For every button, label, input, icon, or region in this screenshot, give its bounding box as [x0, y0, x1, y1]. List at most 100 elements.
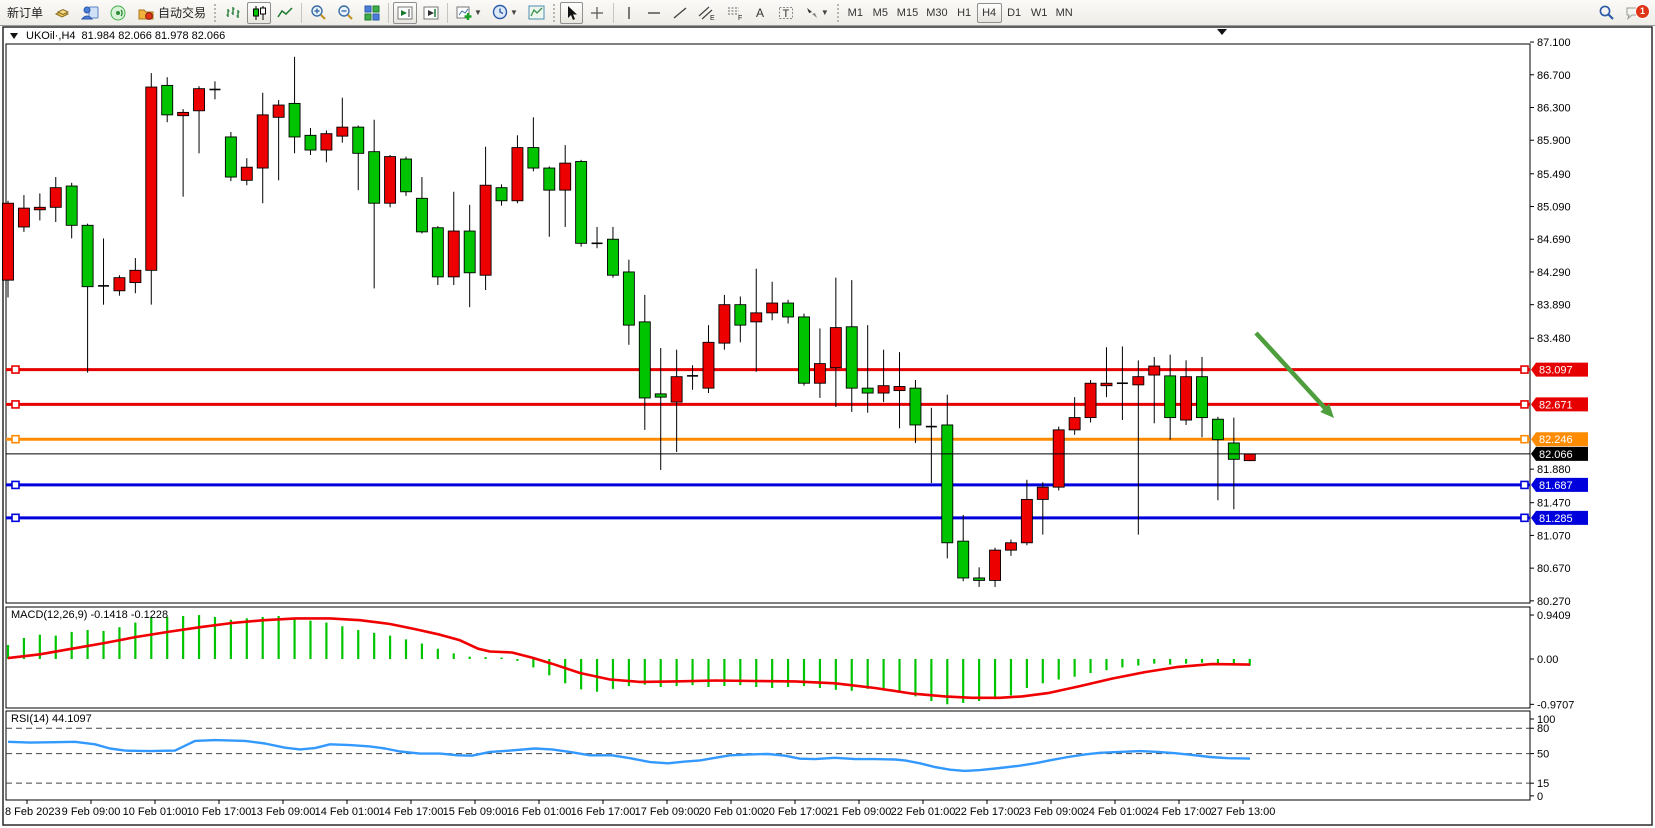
deposit-icon[interactable] — [49, 2, 75, 24]
time-label: 21 Feb 09:00 — [827, 806, 892, 818]
tile-windows-icon — [364, 5, 380, 20]
timeframe-m5-button[interactable]: M5 — [872, 6, 888, 19]
periods-button[interactable]: ▼ — [488, 2, 522, 24]
price-pane[interactable] — [5, 43, 1531, 604]
svg-text:86.300: 86.300 — [1537, 102, 1571, 114]
svg-text:81.070: 81.070 — [1537, 530, 1571, 542]
auto-scroll-button[interactable] — [419, 2, 443, 24]
fibonacci-button[interactable]: F — [722, 2, 748, 24]
one-click-trading-toggle-icon[interactable] — [10, 33, 18, 39]
crosshair-button[interactable] — [585, 2, 609, 24]
vertical-line-icon — [628, 6, 630, 19]
text-button[interactable]: A — [750, 2, 772, 24]
timeframe-m15-button[interactable]: M15 — [896, 6, 919, 19]
timeframe-d1-button[interactable]: D1 — [1007, 6, 1022, 19]
text-label-button[interactable]: T — [774, 2, 798, 24]
toolbar-drag-handle[interactable] — [213, 2, 219, 23]
time-label: 23 Feb 09:00 — [1019, 806, 1084, 818]
svg-text:81.687: 81.687 — [1539, 480, 1573, 492]
svg-text:0.00: 0.00 — [1537, 654, 1558, 666]
vertical-line-button[interactable] — [618, 2, 640, 24]
timeframe-w1-button[interactable]: W1 — [1030, 6, 1048, 19]
channel-icon: E — [698, 6, 715, 21]
hline-handle[interactable] — [11, 400, 20, 409]
chart-shift-marker-icon[interactable] — [1217, 29, 1227, 35]
rsi-indicator-label: RSI(14) 44.1097 — [11, 713, 92, 725]
tile-windows-button[interactable] — [360, 2, 384, 24]
signals-button[interactable] — [105, 2, 131, 24]
search-icon — [1599, 5, 1614, 20]
horizontal-line-button[interactable] — [642, 2, 666, 24]
svg-text:80.270: 80.270 — [1537, 596, 1571, 608]
svg-text:80: 80 — [1537, 723, 1549, 735]
svg-text:A: A — [756, 6, 764, 20]
time-label: 22 Feb 17:00 — [955, 806, 1020, 818]
hline-handle[interactable] — [1520, 434, 1529, 444]
hline-handle[interactable] — [1520, 513, 1529, 523]
chart-shift-icon — [397, 6, 413, 19]
line-chart-button[interactable] — [273, 2, 297, 24]
down-arrow-head[interactable] — [1320, 403, 1334, 418]
new-order-button[interactable]: 新订单 — [7, 6, 44, 20]
equidistant-channel-button[interactable]: E — [694, 2, 720, 24]
time-axis[interactable]: 8 Feb 2023 9 Feb 09:00 10 Feb 01:00 10 Feb … — [5, 800, 1275, 818]
timeframe-mn-button[interactable]: MN — [1055, 6, 1073, 19]
main-toolbar: 新订单 自动交易 — [0, 0, 1655, 26]
svg-text:81.285: 81.285 — [1539, 513, 1573, 525]
notification-badge: 1 — [1635, 3, 1650, 19]
line-chart-icon — [277, 6, 293, 17]
timeframe-m1-button[interactable]: M1 — [847, 6, 863, 19]
chevron-down-icon[interactable]: ▼ — [820, 8, 829, 17]
toolbar-drag-handle[interactable] — [835, 2, 841, 23]
down-arrow-object[interactable] — [1254, 331, 1329, 413]
hline-handle[interactable] — [1520, 480, 1529, 490]
hline-handle[interactable] — [11, 480, 20, 490]
hline-price-tag: 82.671 — [1531, 397, 1588, 412]
chart-shift-button[interactable] — [393, 1, 418, 24]
template-chart-icon — [528, 5, 545, 20]
svg-text:82.066: 82.066 — [1539, 449, 1573, 461]
trendline-button[interactable] — [668, 2, 692, 24]
toolbar-drag-handle[interactable] — [551, 2, 557, 23]
rsi-pane[interactable] — [5, 710, 1531, 801]
toolbar-separator — [612, 2, 614, 23]
autotrading-button[interactable]: 自动交易 — [133, 2, 210, 24]
svg-text:15: 15 — [1537, 778, 1549, 790]
hline-price-tag: 81.285 — [1531, 510, 1588, 525]
macd-pane[interactable] — [5, 606, 1531, 709]
search-button[interactable] — [1594, 2, 1619, 24]
svg-text:F: F — [738, 15, 742, 21]
hline-price-tag: 82.246 — [1531, 432, 1588, 447]
time-label: 10 Feb 17:00 — [187, 806, 252, 818]
svg-text:87.100: 87.100 — [1537, 37, 1571, 49]
timeframe-h4-button[interactable]: H4 — [976, 2, 1002, 23]
zoom-out-button[interactable] — [333, 2, 358, 24]
timeframe-h1-button[interactable]: H1 — [957, 6, 972, 19]
clock-icon — [492, 4, 508, 20]
arrows-shapes-icon — [806, 7, 817, 18]
add-indicator-button[interactable]: ▼ — [452, 2, 486, 24]
hline-handle[interactable] — [11, 513, 20, 523]
hline-handle[interactable] — [11, 434, 20, 444]
chart-window-frame — [2, 26, 1653, 826]
bar-chart-button[interactable] — [221, 2, 245, 24]
chart-window-title: UKOil·,H4 81.984 82.066 81.978 82.066 — [10, 30, 225, 42]
chevron-down-icon[interactable]: ▼ — [509, 8, 518, 17]
templates-button[interactable] — [524, 2, 549, 24]
hline-objects-layer[interactable] — [6, 365, 1530, 523]
ohlc-values-label: 81.984 82.066 81.978 82.066 — [81, 30, 226, 42]
cursor-button[interactable] — [559, 1, 583, 24]
hline-handle[interactable] — [11, 365, 20, 374]
candlestick-chart-button[interactable] — [247, 1, 272, 24]
chevron-down-icon[interactable]: ▼ — [474, 8, 482, 17]
arrows-button[interactable]: ▼ — [800, 2, 833, 24]
zoom-in-button[interactable] — [306, 2, 331, 24]
hline-handle[interactable] — [1520, 365, 1529, 374]
accounts-button[interactable] — [77, 2, 103, 24]
notifications-button[interactable]: 1 — [1621, 2, 1650, 24]
trendline-icon — [673, 6, 687, 19]
price-axis[interactable]: 87.100 86.700 86.300 85.900 85.490 85.090 84.6… — [1530, 37, 1574, 803]
timeframe-m30-button[interactable]: M30 — [926, 6, 948, 19]
hline-handle[interactable] — [1520, 400, 1529, 409]
